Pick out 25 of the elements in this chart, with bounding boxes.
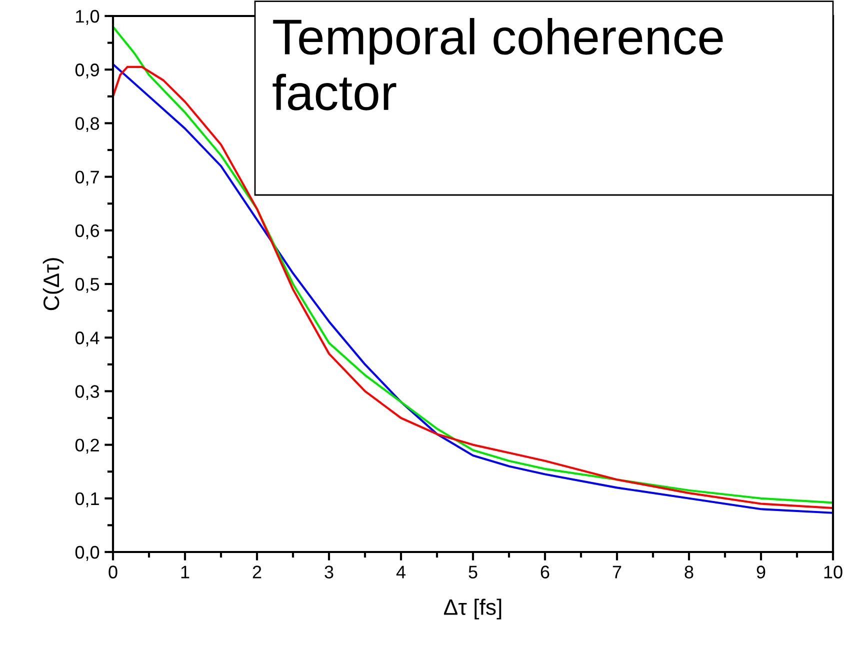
y-tick-label: 0,3	[75, 385, 100, 400]
x-tick-label: 0	[108, 566, 118, 578]
y-tick-label: 0,7	[75, 170, 99, 186]
y-tick-label: 0,0	[75, 546, 100, 561]
y-tick-label: 0,6	[75, 224, 100, 240]
x-tick-label: 8	[684, 566, 694, 578]
x-tick-label: 2	[252, 566, 262, 578]
y-tick-label: 1,0	[76, 10, 100, 25]
y-tick-label: 0,9	[75, 64, 99, 78]
x-tick-label: 5	[468, 566, 478, 578]
x-tick-label: 1	[181, 566, 190, 578]
x-tick-label: 4	[396, 566, 406, 578]
y-tick-label: 0,2	[75, 438, 99, 454]
x-tick-label: 9	[756, 566, 766, 578]
y-tick-label: 0,4	[75, 332, 100, 346]
x-tick-label: 3	[324, 566, 334, 578]
chart-title: Temporal coherence factor	[272, 18, 723, 110]
x-axis-title: Δτ [fs]	[444, 598, 502, 620]
x-tick-label: 6	[540, 566, 550, 578]
y-tick-label: 0,8	[75, 117, 100, 132]
y-tick-label: 0,1	[75, 492, 99, 508]
y-tick-label: 0,5	[75, 278, 100, 293]
x-tick-label: 10	[824, 566, 842, 578]
x-tick-label: 7	[612, 566, 622, 578]
y-axis-title: C(Δτ)	[42, 258, 64, 310]
